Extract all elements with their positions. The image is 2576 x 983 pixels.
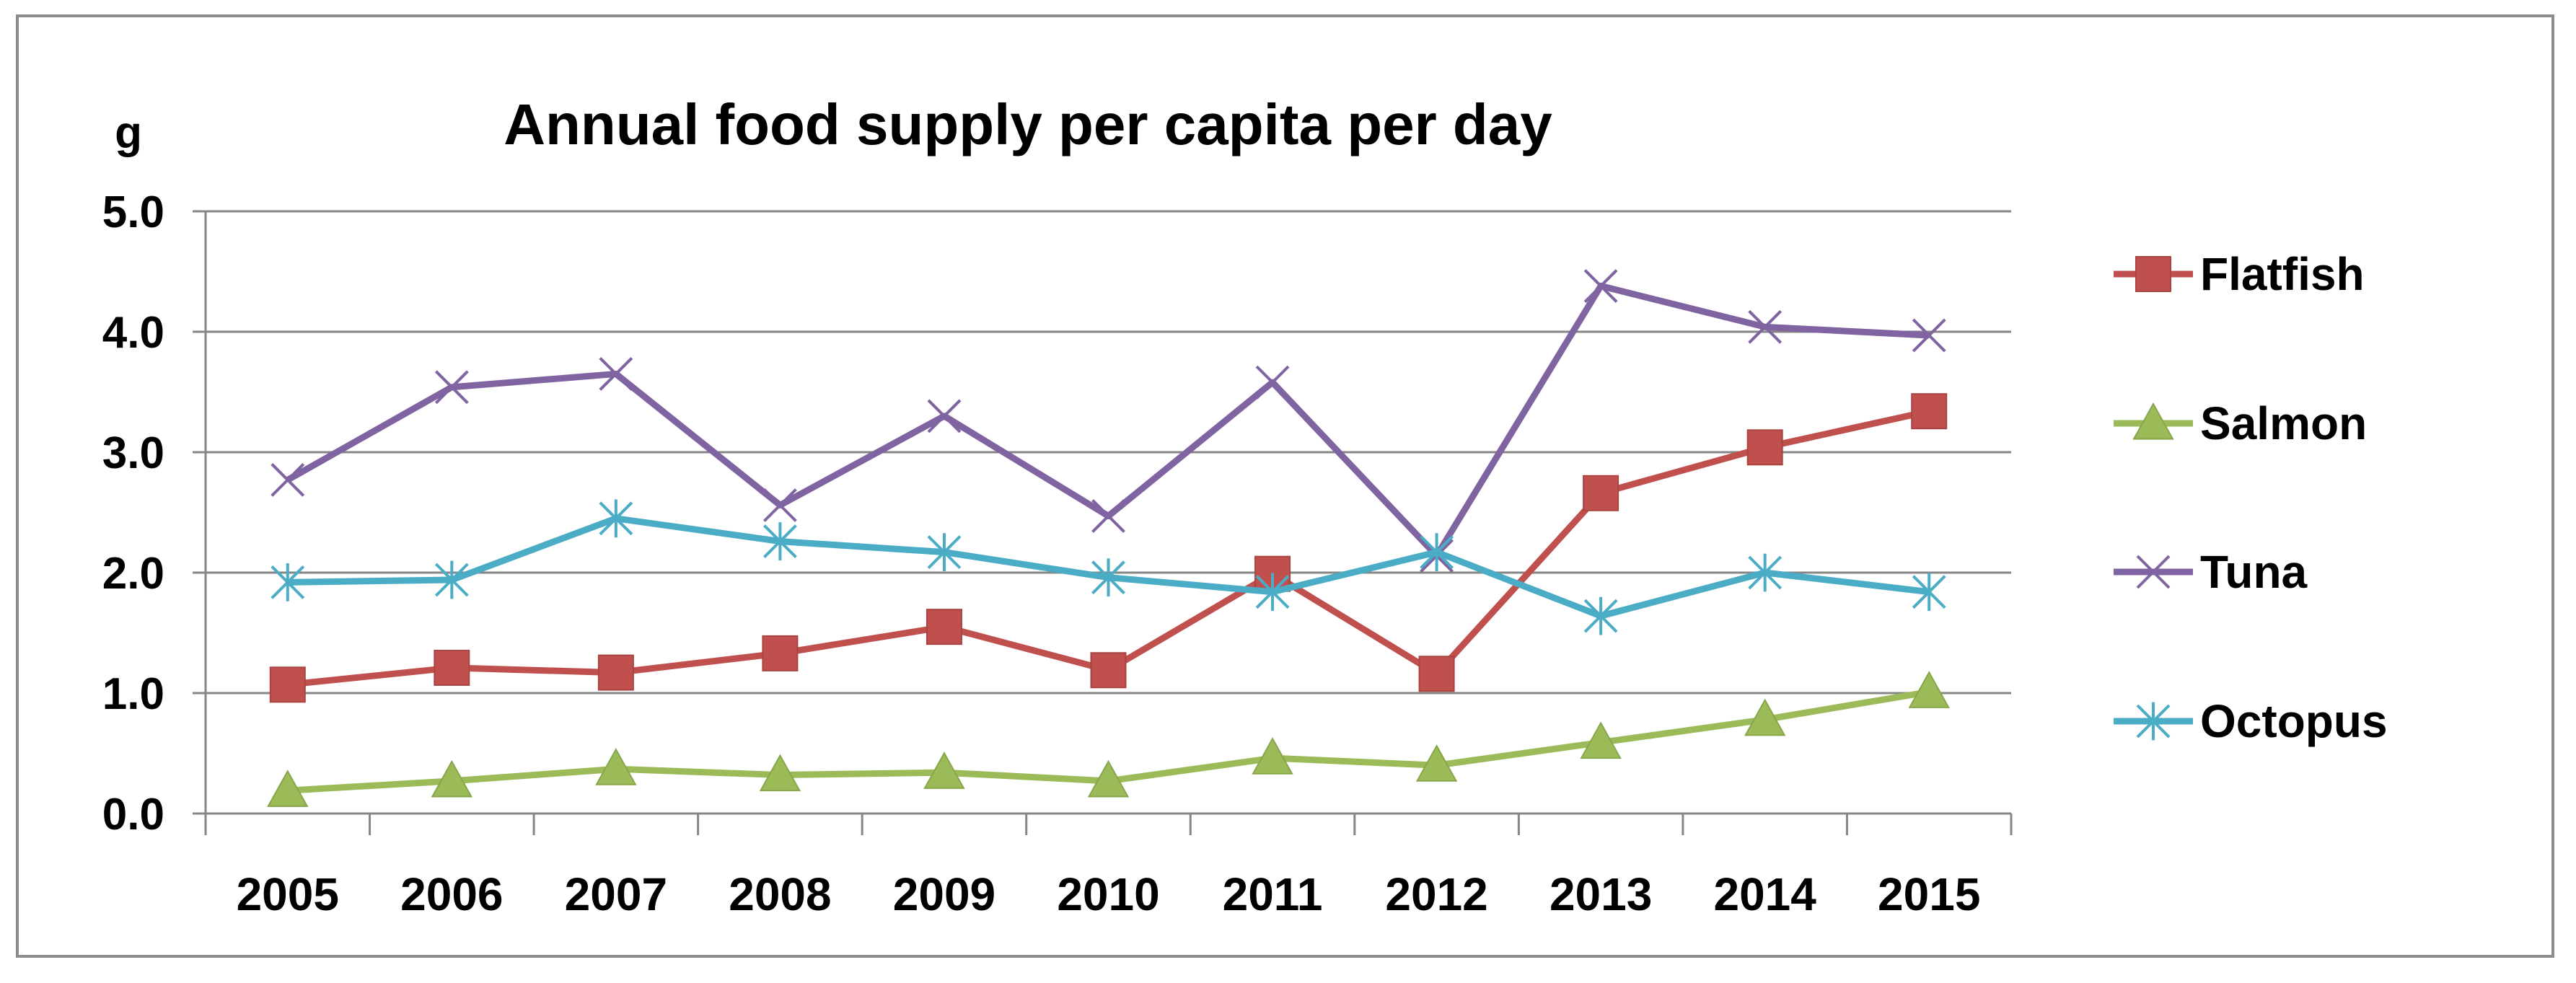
- y-tick-label: 2.0: [102, 549, 164, 599]
- series-salmon: [267, 671, 1950, 807]
- salmon-point: [1087, 759, 1130, 798]
- tuna-point: [927, 399, 962, 433]
- tuna-point: [434, 370, 469, 405]
- octopus-point: [271, 563, 305, 601]
- octopus-point: [1420, 533, 1454, 572]
- y-tick-label: 5.0: [102, 188, 164, 237]
- x-tick-label: 2014: [1713, 868, 1816, 920]
- tuna-point: [599, 357, 633, 391]
- flatfish-point: [926, 609, 962, 645]
- x-tick-label: 2015: [1878, 868, 1980, 920]
- x-tick-label: 2005: [237, 868, 339, 920]
- legend-item-octopus: Octopus: [2114, 695, 2388, 747]
- octopus-point: [1748, 553, 1782, 592]
- x-tick-label: 2008: [729, 868, 831, 920]
- octopus-point: [434, 560, 469, 599]
- tuna-point: [1255, 365, 1290, 400]
- flatfish-point: [1583, 475, 1619, 511]
- octopus-point: [1255, 573, 1290, 612]
- tuna-point: [1748, 309, 1782, 344]
- series-tuna: [271, 269, 1946, 573]
- flatfish-point: [1746, 429, 1783, 466]
- x-tick-label: 2010: [1057, 868, 1159, 920]
- axes: 0.0 1.0 2.0 3.0 4.0 5.0 2005 2006 2007 2008 2009 20…: [102, 188, 2013, 920]
- series-flatfish: [269, 393, 1948, 703]
- tuna-point: [271, 462, 305, 497]
- tuna-point: [1583, 269, 1618, 303]
- tuna-point: [762, 488, 797, 522]
- octopus-point: [1583, 596, 1618, 635]
- legend-marker-octopus: [2136, 702, 2171, 741]
- legend-label-flatfish: Flatfish: [2200, 248, 2365, 300]
- flatfish-point: [1418, 656, 1455, 692]
- flatfish-point: [1090, 652, 1127, 689]
- legend-marker-salmon: [2132, 402, 2174, 440]
- x-tick-label: 2009: [893, 868, 995, 920]
- tuna-point: [1091, 499, 1125, 533]
- flatfish-point: [1911, 393, 1948, 430]
- salmon-point: [759, 754, 801, 792]
- flatfish-point: [434, 649, 470, 686]
- legend-label-salmon: Salmon: [2200, 397, 2367, 449]
- tuna-point: [1912, 318, 1946, 353]
- y-tick-label: 3.0: [102, 428, 164, 478]
- x-tick-label: 2006: [400, 868, 503, 920]
- salmon-point: [1744, 698, 1786, 736]
- legend-label-octopus: Octopus: [2200, 695, 2388, 747]
- legend-label-tuna: Tuna: [2200, 546, 2308, 598]
- x-tick-label: 2013: [1549, 868, 1652, 920]
- y-tick-label: 4.0: [102, 308, 164, 358]
- octopus-point: [1912, 573, 1946, 612]
- salmon-point: [431, 759, 473, 798]
- salmon-point: [923, 751, 965, 789]
- legend-item-flatfish: Flatfish: [2114, 248, 2365, 300]
- legend-marker-flatfish: [2135, 256, 2171, 292]
- salmon-point: [1908, 671, 1950, 708]
- legend-item-tuna: Tuna: [2114, 546, 2308, 598]
- y-tick-label: 0.0: [102, 790, 164, 839]
- chart-frame: [16, 14, 2554, 958]
- salmon-point: [1580, 721, 1622, 759]
- series-octopus: [271, 499, 1946, 635]
- legend-marker-tuna: [2136, 555, 2171, 589]
- salmon-point: [1252, 737, 1293, 775]
- y-axis-unit-label: g: [115, 108, 142, 158]
- legend: Flatfish Salmon Tuna Octopus: [2114, 248, 2388, 747]
- flatfish-point: [269, 666, 306, 703]
- x-tick-label: 2007: [565, 868, 667, 920]
- flatfish-point: [597, 654, 634, 691]
- y-tick-label: 1.0: [102, 669, 164, 719]
- octopus-point: [927, 533, 962, 572]
- flatfish-point: [762, 635, 799, 671]
- salmon-point: [1415, 744, 1458, 782]
- series-group: [267, 269, 1950, 807]
- salmon-point: [267, 770, 309, 807]
- octopus-point: [762, 522, 797, 560]
- x-tick-label: 2012: [1385, 868, 1487, 920]
- salmon-point: [595, 748, 637, 785]
- octopus-point: [599, 499, 633, 538]
- legend-item-salmon: Salmon: [2114, 397, 2367, 449]
- octopus-point: [1091, 558, 1125, 597]
- x-tick-label: 2011: [1223, 868, 1323, 920]
- chart-title: Annual food supply per capita per day: [504, 92, 1552, 157]
